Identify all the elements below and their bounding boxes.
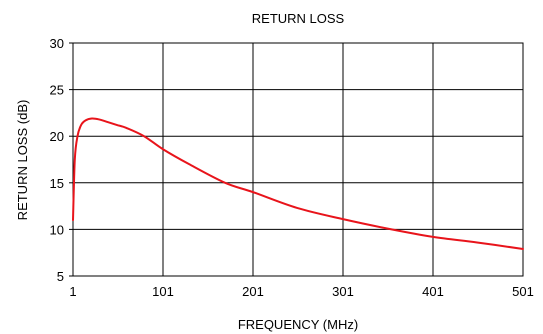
y-tick-label: 15 [50, 176, 64, 191]
y-tick-label: 5 [57, 269, 64, 284]
grid-lines [72, 42, 524, 277]
y-tick-labels: 5 10 15 20 25 30 [50, 36, 73, 284]
x-tick-label: 401 [422, 284, 444, 299]
x-tick-labels: 1 101 201 301 401 501 [69, 284, 533, 299]
x-axis-label: FREQUENCY (MHz) [238, 317, 358, 332]
x-tick-label: 501 [512, 284, 534, 299]
series-line-return-loss [72, 117, 524, 250]
x-tick-label: 201 [242, 284, 264, 299]
plot-area-frame [72, 42, 524, 277]
chart-title: RETURN LOSS [252, 11, 345, 26]
y-axis-label: RETURN LOSS (dB) [15, 100, 30, 221]
y-tick-label: 20 [50, 129, 64, 144]
y-tick-label: 10 [50, 222, 64, 237]
y-tick-label: 30 [50, 36, 64, 51]
y-tick-label: 25 [50, 83, 64, 98]
series-group [72, 117, 524, 250]
x-tick-label: 101 [152, 284, 174, 299]
x-tick-label: 1 [69, 284, 76, 299]
x-tick-label: 301 [332, 284, 354, 299]
